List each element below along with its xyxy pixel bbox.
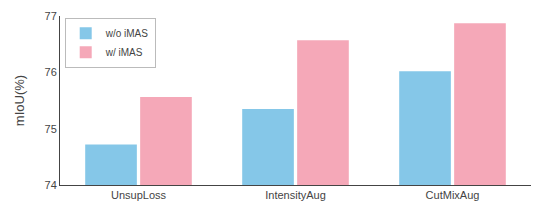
svg-text:w/o iMAS: w/o iMAS <box>105 28 149 39</box>
svg-text:UnsupLoss: UnsupLoss <box>111 189 167 201</box>
svg-text:CutMixAug: CutMixAug <box>426 189 480 201</box>
svg-text:77: 77 <box>45 10 57 22</box>
svg-text:75: 75 <box>45 123 57 135</box>
svg-text:w/ iMAS: w/ iMAS <box>105 47 143 58</box>
svg-text:76: 76 <box>45 66 57 78</box>
svg-text:mIoU(%): mIoU(%) <box>12 75 27 126</box>
svg-text:74: 74 <box>45 179 57 191</box>
svg-text:IntensityAug: IntensityAug <box>265 189 326 201</box>
